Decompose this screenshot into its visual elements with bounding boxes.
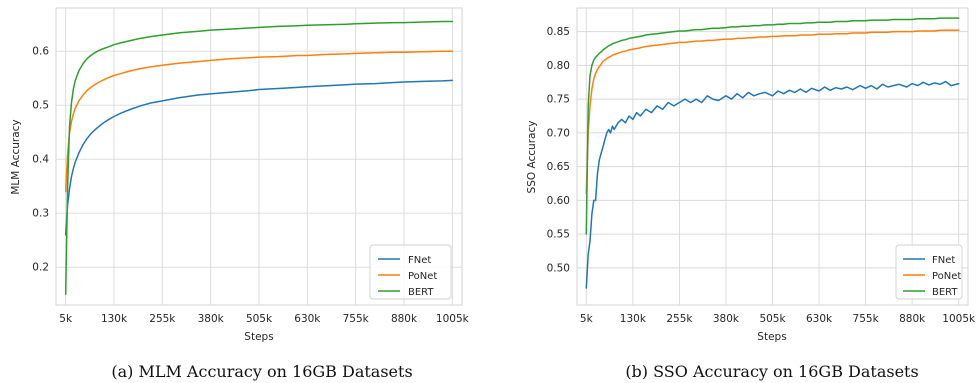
y-tick-label: 0.70 [547,127,570,139]
x-tick-label: 880k [899,313,926,325]
y-tick-label: 0.85 [547,26,570,38]
x-axis-label: Steps [757,331,786,343]
series-line-ponet [585,29,960,195]
y-tick-label: 0.55 [547,229,570,241]
legend-label-bert: BERT [408,287,434,298]
x-tick-label: 505k [246,313,273,325]
legend-label-ponet: PoNet [932,271,961,282]
y-tick-label: 0.3 [32,208,49,220]
mlm-accuracy-chart: 0.2 0.3 0.4 0.5 0.6 5k 130k 255k 380k 505k 630k 75… [10,7,470,343]
y-tick-labels: 0.50 0.55 0.60 0.65 0.70 0.75 0.80 0.85 [547,26,570,274]
y-axis-label: SSO Accuracy [526,121,538,194]
x-tick-label: 880k [391,313,418,325]
legend-label-bert: BERT [932,287,958,298]
legend: FNet PoNet BERT [369,244,452,300]
x-axis-label: Steps [244,331,273,343]
legend: FNet PoNet BERT [895,244,963,300]
x-tick-label: 130k [620,313,647,325]
x-tick-label: 755k [343,313,370,325]
x-tick-label: 630k [806,313,833,325]
y-tick-labels: 0.2 0.3 0.4 0.5 0.6 [32,46,49,274]
legend-label-ponet: PoNet [408,271,437,282]
x-tick-labels: 5k 130k 255k 380k 505k 630k 755k 880k 1005k [59,313,469,325]
x-tick-label: 1005k [942,313,976,325]
y-tick-label: 0.80 [547,60,570,72]
x-tick-label: 630k [294,313,321,325]
series-line-ponet [64,50,454,193]
series-lines [64,20,454,295]
y-tick-label: 0.50 [547,262,570,274]
grid [56,8,462,305]
y-tick-label: 0.5 [32,100,49,112]
x-tick-label: 380k [198,313,225,325]
sso-accuracy-chart: 0.50 0.55 0.60 0.65 0.70 0.75 0.80 0.85 5k 130k 2… [526,7,976,343]
x-tick-label: 255k [149,313,176,325]
x-tick-label: 380k [713,313,740,325]
legend-label-fnet: FNet [932,255,955,266]
x-tick-label: 755k [853,313,880,325]
caption-a: (a) MLM Accuracy on 16GB Datasets [111,362,412,381]
y-axis-label: MLM Accuracy [10,119,22,194]
x-tick-label: 1005k [436,313,470,325]
x-tick-label: 255k [666,313,693,325]
series-line-fnet [585,80,960,289]
series-lines [585,17,960,289]
series-line-bert [64,20,454,295]
y-tick-label: 0.6 [32,46,49,58]
y-tick-label: 0.4 [32,154,49,166]
y-tick-label: 0.60 [547,195,570,207]
x-tick-label: 130k [101,313,128,325]
x-tick-labels: 5k 130k 255k 380k 505k 630k 755k 880k 1005k [580,313,976,325]
y-tick-label: 0.2 [32,262,49,274]
caption-b: (b) SSO Accuracy on 16GB Datasets [625,362,918,381]
x-tick-label: 5k [580,313,594,325]
y-tick-label: 0.75 [547,94,570,106]
series-line-bert [585,17,960,235]
x-tick-label: 505k [759,313,786,325]
legend-label-fnet: FNet [408,255,431,266]
y-tick-label: 0.65 [547,161,570,173]
x-tick-label: 5k [59,313,73,325]
series-line-fnet [64,79,454,236]
